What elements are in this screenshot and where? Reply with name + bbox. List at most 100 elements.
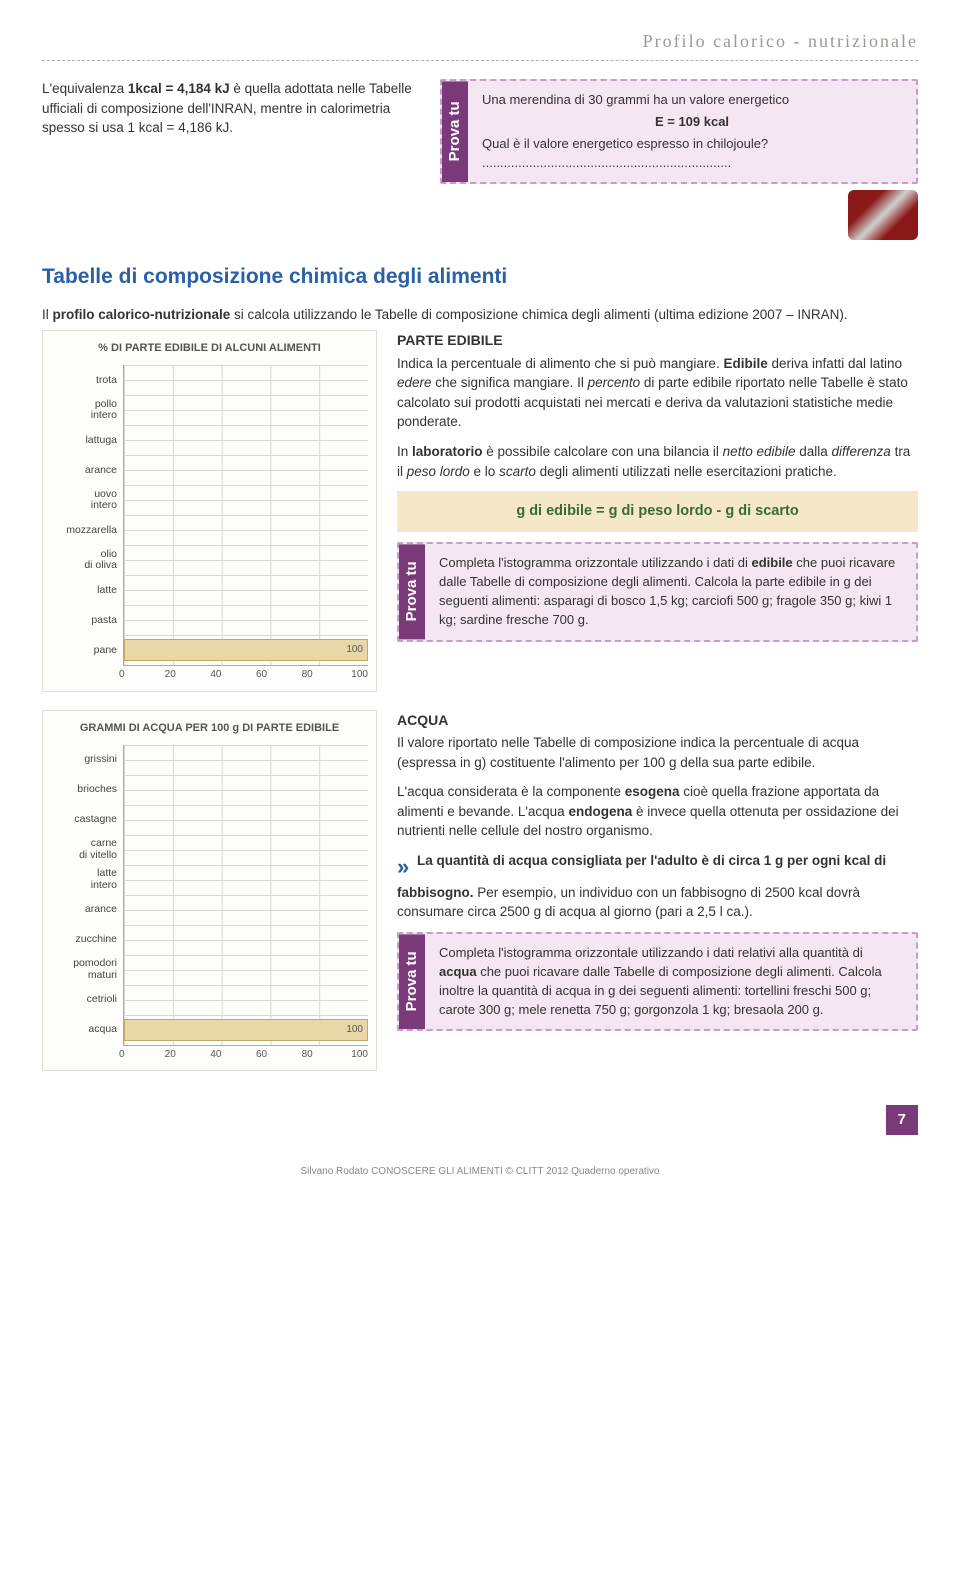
chart-tick: 40 [210, 1048, 256, 1063]
chart-tick: 60 [256, 668, 302, 683]
chart-category-label: pollointero [51, 399, 123, 422]
chart-bar-area [123, 835, 368, 865]
p3-b: acqua [439, 964, 477, 979]
chart-row: cetrioli [51, 985, 368, 1015]
pe-p2d: netto edibile [723, 444, 796, 459]
chart-category-label: castagne [51, 814, 123, 826]
pi-t2: si calcola utilizzando le Tabelle di com… [230, 307, 847, 322]
chart-tick: 80 [302, 1048, 348, 1063]
chart-tick: 60 [256, 1048, 302, 1063]
chart-2-axis: 020406080100 [123, 1045, 368, 1063]
chart-category-label: cetrioli [51, 994, 123, 1006]
chart-bar-area [123, 775, 368, 805]
prova-tu-label-2: Prova tu [399, 544, 425, 639]
chart-category-label: pane [51, 645, 123, 657]
chart-category-label: brioches [51, 784, 123, 796]
chart-row: acqua100 [51, 1015, 368, 1045]
page-footer: Silvano Rodato CONOSCERE GLI ALIMENTI © … [42, 1135, 918, 1180]
chart-row: pane100 [51, 635, 368, 665]
pe-p1f: percento [588, 375, 641, 390]
acqua-p1: Il valore riportato nelle Tabelle di com… [397, 733, 918, 772]
chart-row: trota [51, 365, 368, 395]
pe-p1c: deriva infatti dal latino [768, 356, 902, 371]
chart-category-label: carnedi vitello [51, 838, 123, 861]
intro-t1: L'equivalenza [42, 81, 128, 96]
chart-tick: 80 [302, 668, 348, 683]
snack-image [848, 190, 918, 240]
chart-category-label: latte [51, 585, 123, 597]
chart-bar: 100 [124, 1019, 368, 1041]
chart-bar-area [123, 545, 368, 575]
chart-row: castagne [51, 805, 368, 835]
chart-row: grissini [51, 745, 368, 775]
pi-t1: Il [42, 307, 53, 322]
chart-category-label: pasta [51, 615, 123, 627]
chart-1-title: % DI PARTE EDIBILE DI ALCUNI ALIMENTI [51, 341, 368, 357]
acqua-quote: » La quantità di acqua consigliata per l… [397, 851, 918, 922]
intro-row: L'equivalenza 1kcal = 4,184 kJ è quella … [42, 79, 918, 184]
chart-row: latte [51, 575, 368, 605]
prova-tu-label: Prova tu [442, 81, 468, 182]
aq-p2b: esogena [625, 784, 680, 799]
chart-category-label: acqua [51, 1024, 123, 1036]
page-number: 7 [886, 1105, 918, 1135]
pe-p2i: e lo [470, 464, 499, 479]
pe-p2h: peso lordo [407, 464, 470, 479]
chart-category-label: arance [51, 465, 123, 477]
chart-2-title: GRAMMI DI ACQUA PER 100 g DI PARTE EDIBI… [51, 721, 368, 737]
acqua-heading: ACQUA [397, 710, 918, 730]
chart-bar-area [123, 605, 368, 635]
chart-bar-area [123, 955, 368, 985]
prova-tu-content-2: Completa l'istogramma orizzontale utiliz… [425, 544, 916, 639]
parte-edibile-p2: In laboratorio è possibile calcolare con… [397, 442, 918, 481]
chart-row: pomodorimaturi [51, 955, 368, 985]
acqua-p2: L'acqua considerata è la componente esog… [397, 782, 918, 841]
chart-bar: 100 [124, 639, 368, 661]
pe-p1a: Indica la percentuale di alimento che si… [397, 356, 723, 371]
pe-p2f: differenza [832, 444, 891, 459]
page-header: Profilo calorico - nutrizionale [42, 28, 918, 61]
prova-tu-box-3: Prova tu Completa l'istogramma orizzonta… [397, 932, 918, 1031]
chart-category-label: pomodorimaturi [51, 958, 123, 981]
chart-bar-area [123, 575, 368, 605]
chart-category-label: latteintero [51, 868, 123, 891]
chart-tick: 0 [119, 668, 165, 683]
chart-row: zucchine [51, 925, 368, 955]
chart-row: oliodi oliva [51, 545, 368, 575]
aq-p2a: L'acqua considerata è la componente [397, 784, 625, 799]
chart-row: uovointero [51, 485, 368, 515]
chart-2: GRAMMI DI ACQUA PER 100 g DI PARTE EDIBI… [42, 710, 377, 1071]
parte-edibile-heading: PARTE EDIBILE [397, 330, 918, 350]
chart-category-label: trota [51, 375, 123, 387]
p2-b: edibile [751, 555, 792, 570]
prova1-eq: E = 109 kcal [482, 113, 902, 132]
prova1-line1: Una merendina di 30 grammi ha un valore … [482, 91, 902, 110]
chart-category-label: zucchine [51, 934, 123, 946]
chart-bar-area [123, 895, 368, 925]
chart-row: lattuga [51, 425, 368, 455]
p3-c: che puoi ricavare dalle Tabelle di compo… [439, 964, 882, 1017]
chart-row: carnedi vitello [51, 835, 368, 865]
quote-mark-icon: » [397, 851, 409, 883]
chart-row: brioches [51, 775, 368, 805]
chart-tick: 100 [351, 668, 368, 683]
block-2: GRAMMI DI ACQUA PER 100 g DI PARTE EDIBI… [42, 710, 918, 1071]
prova1-dots: ........................................… [482, 154, 902, 173]
prova-tu-content-1: Una merendina di 30 grammi ha un valore … [468, 81, 916, 182]
chart-tick: 40 [210, 668, 256, 683]
prova-tu-box-1: Prova tu Una merendina di 30 grammi ha u… [440, 79, 918, 184]
pe-p2k: degli alimenti utilizzati nelle esercita… [536, 464, 837, 479]
chart-bar-area [123, 925, 368, 955]
chart-bar-area [123, 515, 368, 545]
chart-bar-area [123, 395, 368, 425]
section-title: Tabelle di composizione chimica degli al… [42, 262, 918, 292]
pe-p2j: scarto [499, 464, 536, 479]
chart-bar-area [123, 985, 368, 1015]
chart-bar-area [123, 865, 368, 895]
pi-b1: profilo calorico-nutrizionale [53, 307, 231, 322]
prova1-line2: Qual è il valore energetico espresso in … [482, 135, 902, 154]
chart-category-label: mozzarella [51, 525, 123, 537]
intro-bold: 1kcal = 4,184 kJ [128, 81, 230, 96]
chart-row: pasta [51, 605, 368, 635]
pe-p1b: Edibile [723, 356, 767, 371]
